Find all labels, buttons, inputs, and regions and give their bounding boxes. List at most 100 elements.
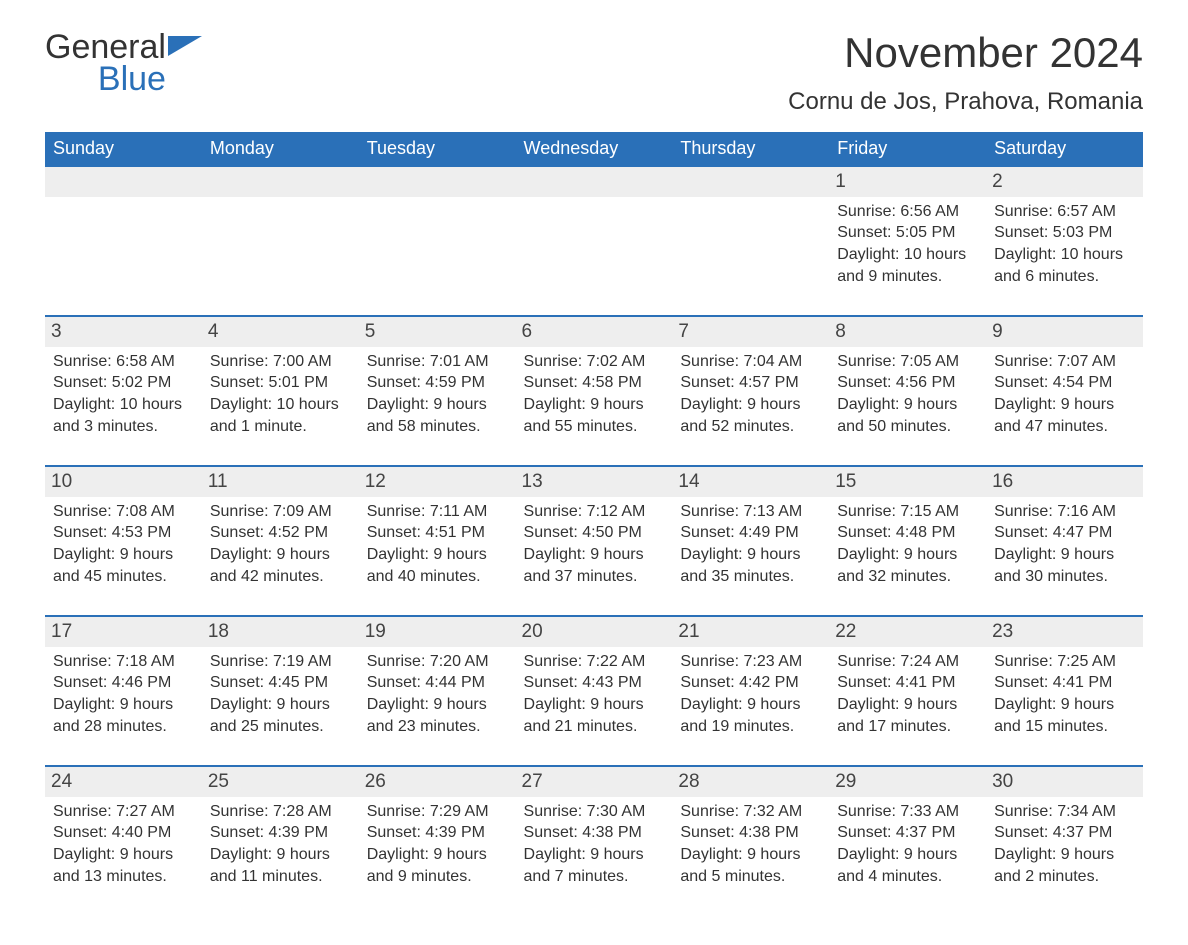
day-details: Sunrise: 7:12 AMSunset: 4:50 PMDaylight:…	[522, 501, 667, 587]
day-number: 15	[829, 467, 986, 497]
sunset-line: Sunset: 4:39 PM	[367, 822, 508, 844]
day-cell: 27Sunrise: 7:30 AMSunset: 4:38 PMDayligh…	[516, 766, 673, 915]
daylight-line: Daylight: 9 hours and 7 minutes.	[524, 844, 665, 887]
daylight-line: Daylight: 9 hours and 45 minutes.	[53, 544, 194, 587]
day-details: Sunrise: 7:28 AMSunset: 4:39 PMDaylight:…	[208, 801, 353, 887]
day-details: Sunrise: 7:33 AMSunset: 4:37 PMDaylight:…	[835, 801, 980, 887]
day-details: Sunrise: 7:00 AMSunset: 5:01 PMDaylight:…	[208, 351, 353, 437]
daylight-line: Daylight: 9 hours and 50 minutes.	[837, 394, 978, 437]
sunset-line: Sunset: 4:40 PM	[53, 822, 194, 844]
sunrise-line: Sunrise: 7:12 AM	[524, 501, 665, 523]
daylight-line: Daylight: 9 hours and 32 minutes.	[837, 544, 978, 587]
sunrise-line: Sunrise: 7:07 AM	[994, 351, 1135, 373]
daylight-line: Daylight: 9 hours and 5 minutes.	[680, 844, 821, 887]
sunset-line: Sunset: 4:50 PM	[524, 522, 665, 544]
day-number: 16	[986, 467, 1143, 497]
sunset-line: Sunset: 4:54 PM	[994, 372, 1135, 394]
day-cell: 7Sunrise: 7:04 AMSunset: 4:57 PMDaylight…	[672, 316, 829, 466]
month-title: November 2024	[788, 30, 1143, 76]
sunset-line: Sunset: 4:59 PM	[367, 372, 508, 394]
sunrise-line: Sunrise: 7:19 AM	[210, 651, 351, 673]
day-number: 22	[829, 617, 986, 647]
daylight-line: Daylight: 9 hours and 35 minutes.	[680, 544, 821, 587]
sunset-line: Sunset: 4:57 PM	[680, 372, 821, 394]
day-number: 6	[516, 317, 673, 347]
day-cell: 15Sunrise: 7:15 AMSunset: 4:48 PMDayligh…	[829, 466, 986, 616]
calendar-body: 1Sunrise: 6:56 AMSunset: 5:05 PMDaylight…	[45, 166, 1143, 915]
day-cell: 24Sunrise: 7:27 AMSunset: 4:40 PMDayligh…	[45, 766, 202, 915]
day-details: Sunrise: 6:58 AMSunset: 5:02 PMDaylight:…	[51, 351, 196, 437]
day-cell: 2Sunrise: 6:57 AMSunset: 5:03 PMDaylight…	[986, 166, 1143, 316]
day-details: Sunrise: 6:56 AMSunset: 5:05 PMDaylight:…	[835, 201, 980, 287]
day-details: Sunrise: 7:25 AMSunset: 4:41 PMDaylight:…	[992, 651, 1137, 737]
day-number	[45, 167, 202, 197]
day-number: 25	[202, 767, 359, 797]
day-details: Sunrise: 7:01 AMSunset: 4:59 PMDaylight:…	[365, 351, 510, 437]
daylight-line: Daylight: 9 hours and 4 minutes.	[837, 844, 978, 887]
daylight-line: Daylight: 9 hours and 13 minutes.	[53, 844, 194, 887]
day-details: Sunrise: 7:19 AMSunset: 4:45 PMDaylight:…	[208, 651, 353, 737]
day-number: 10	[45, 467, 202, 497]
day-number: 3	[45, 317, 202, 347]
sunset-line: Sunset: 5:01 PM	[210, 372, 351, 394]
day-details: Sunrise: 7:22 AMSunset: 4:43 PMDaylight:…	[522, 651, 667, 737]
sunrise-line: Sunrise: 7:05 AM	[837, 351, 978, 373]
day-number: 8	[829, 317, 986, 347]
day-cell: 12Sunrise: 7:11 AMSunset: 4:51 PMDayligh…	[359, 466, 516, 616]
sunrise-line: Sunrise: 7:28 AM	[210, 801, 351, 823]
sunset-line: Sunset: 4:41 PM	[994, 672, 1135, 694]
sunset-line: Sunset: 4:45 PM	[210, 672, 351, 694]
column-header: Friday	[829, 132, 986, 166]
daylight-line: Daylight: 9 hours and 30 minutes.	[994, 544, 1135, 587]
flag-icon	[168, 36, 202, 67]
day-details: Sunrise: 7:08 AMSunset: 4:53 PMDaylight:…	[51, 501, 196, 587]
day-cell: 20Sunrise: 7:22 AMSunset: 4:43 PMDayligh…	[516, 616, 673, 766]
day-number	[672, 167, 829, 197]
sunset-line: Sunset: 4:42 PM	[680, 672, 821, 694]
sunrise-line: Sunrise: 6:57 AM	[994, 201, 1135, 223]
sunset-line: Sunset: 4:52 PM	[210, 522, 351, 544]
day-cell	[202, 166, 359, 316]
sunset-line: Sunset: 4:58 PM	[524, 372, 665, 394]
day-details: Sunrise: 7:20 AMSunset: 4:44 PMDaylight:…	[365, 651, 510, 737]
sunrise-line: Sunrise: 7:32 AM	[680, 801, 821, 823]
day-number: 14	[672, 467, 829, 497]
day-cell: 18Sunrise: 7:19 AMSunset: 4:45 PMDayligh…	[202, 616, 359, 766]
column-header: Wednesday	[516, 132, 673, 166]
day-details: Sunrise: 7:02 AMSunset: 4:58 PMDaylight:…	[522, 351, 667, 437]
sunset-line: Sunset: 4:38 PM	[524, 822, 665, 844]
sunset-line: Sunset: 5:03 PM	[994, 222, 1135, 244]
day-details: Sunrise: 7:29 AMSunset: 4:39 PMDaylight:…	[365, 801, 510, 887]
daylight-line: Daylight: 10 hours and 6 minutes.	[994, 244, 1135, 287]
day-details: Sunrise: 7:34 AMSunset: 4:37 PMDaylight:…	[992, 801, 1137, 887]
sunset-line: Sunset: 4:39 PM	[210, 822, 351, 844]
sunrise-line: Sunrise: 7:15 AM	[837, 501, 978, 523]
sunrise-line: Sunrise: 7:13 AM	[680, 501, 821, 523]
day-cell: 8Sunrise: 7:05 AMSunset: 4:56 PMDaylight…	[829, 316, 986, 466]
sunrise-line: Sunrise: 7:23 AM	[680, 651, 821, 673]
sunset-line: Sunset: 4:37 PM	[837, 822, 978, 844]
sunrise-line: Sunrise: 7:20 AM	[367, 651, 508, 673]
column-header: Sunday	[45, 132, 202, 166]
location: Cornu de Jos, Prahova, Romania	[788, 88, 1143, 116]
day-cell: 23Sunrise: 7:25 AMSunset: 4:41 PMDayligh…	[986, 616, 1143, 766]
daylight-line: Daylight: 9 hours and 42 minutes.	[210, 544, 351, 587]
daylight-line: Daylight: 9 hours and 40 minutes.	[367, 544, 508, 587]
week-row: 3 Sunrise: 6:58 AMSunset: 5:02 PMDaylight…	[45, 316, 1143, 466]
day-number: 21	[672, 617, 829, 647]
sunrise-line: Sunrise: 7:34 AM	[994, 801, 1135, 823]
logo-text: General Blue	[45, 30, 166, 96]
day-number: 19	[359, 617, 516, 647]
sunrise-line: Sunrise: 7:01 AM	[367, 351, 508, 373]
week-row: 24Sunrise: 7:27 AMSunset: 4:40 PMDayligh…	[45, 766, 1143, 915]
day-cell: 26Sunrise: 7:29 AMSunset: 4:39 PMDayligh…	[359, 766, 516, 915]
sunrise-line: Sunrise: 7:33 AM	[837, 801, 978, 823]
day-details: Sunrise: 7:18 AMSunset: 4:46 PMDaylight:…	[51, 651, 196, 737]
day-number: 24	[45, 767, 202, 797]
day-details: Sunrise: 7:04 AMSunset: 4:57 PMDaylight:…	[678, 351, 823, 437]
day-number	[202, 167, 359, 197]
day-cell: 1Sunrise: 6:56 AMSunset: 5:05 PMDaylight…	[829, 166, 986, 316]
sunset-line: Sunset: 4:44 PM	[367, 672, 508, 694]
day-cell: 17Sunrise: 7:18 AMSunset: 4:46 PMDayligh…	[45, 616, 202, 766]
day-cell: 21Sunrise: 7:23 AMSunset: 4:42 PMDayligh…	[672, 616, 829, 766]
